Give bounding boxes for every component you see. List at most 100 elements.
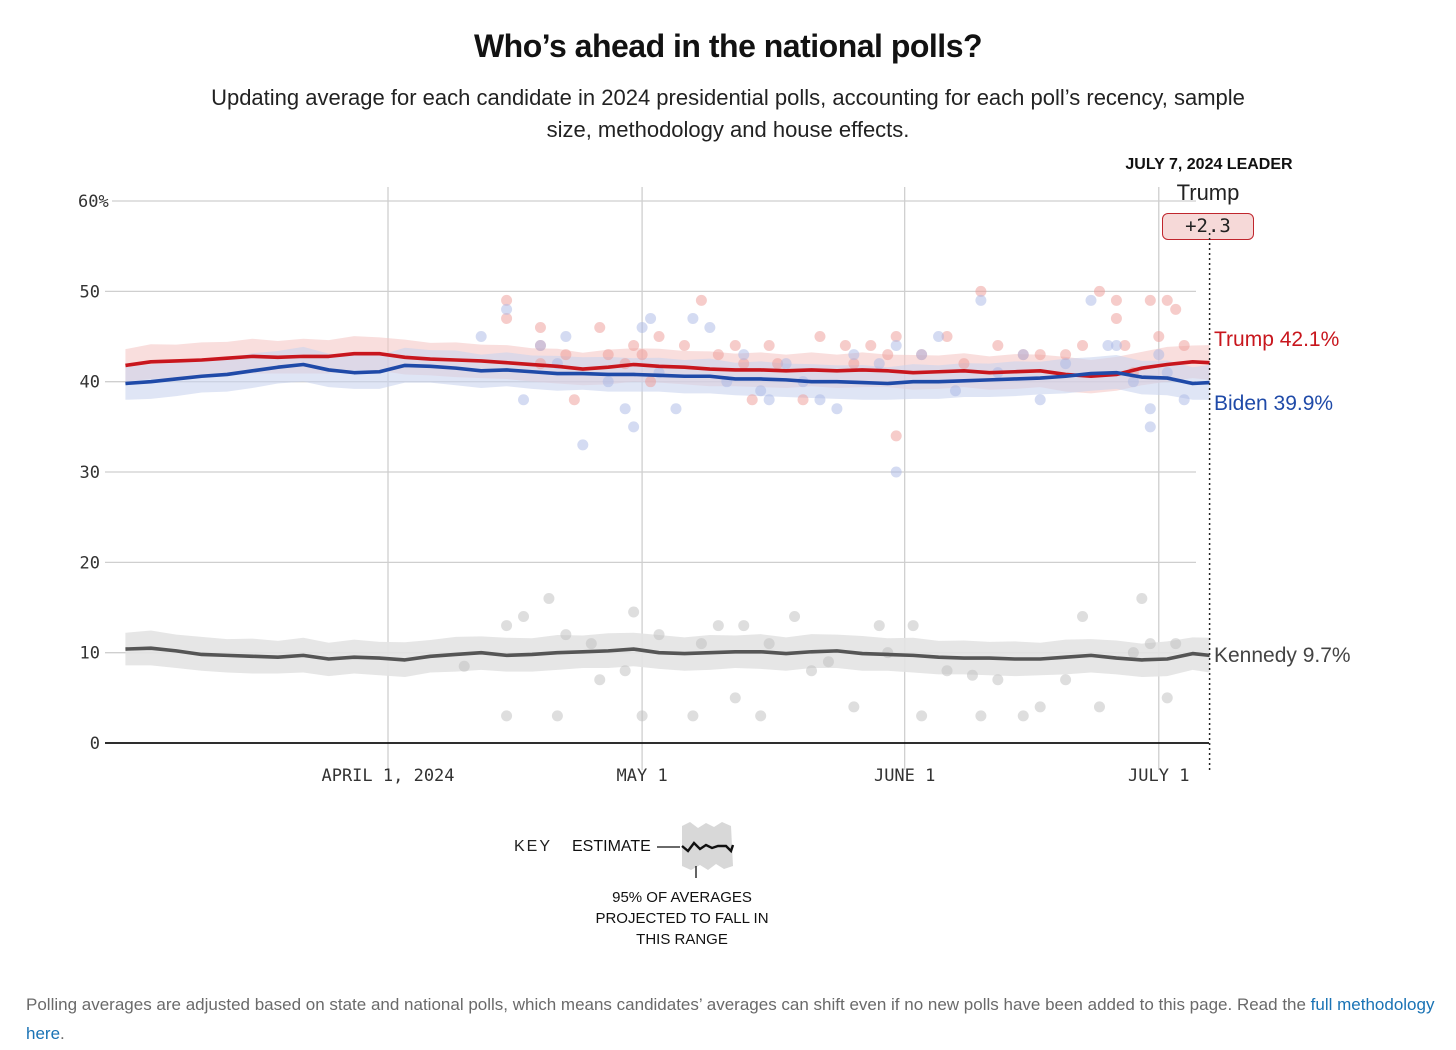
poll-dot	[1085, 294, 1097, 306]
poll-dot	[848, 349, 860, 361]
poll-dot	[1102, 340, 1114, 352]
poll-dot	[916, 349, 928, 361]
poll-dot	[992, 340, 1004, 352]
poll-dot	[1161, 692, 1173, 704]
y-tick-label: 10	[80, 644, 100, 664]
poll-dot	[687, 312, 699, 324]
poll-dot	[458, 660, 470, 672]
poll-dot	[534, 340, 546, 352]
poll-dot	[1178, 340, 1190, 352]
poll-dot	[1119, 340, 1131, 352]
key-range-label: 95% OF AVERAGES PROJECTED TO FALL IN THI…	[595, 889, 769, 948]
poll-dot	[763, 340, 775, 352]
poll-dot	[653, 331, 665, 343]
poll-dot	[1170, 303, 1182, 315]
poll-dot	[814, 331, 826, 343]
poll-dot	[975, 285, 987, 297]
poll-dot	[763, 394, 775, 406]
poll-dot	[1060, 358, 1072, 370]
poll-dot	[594, 674, 606, 686]
poll-dot	[501, 620, 513, 632]
poll-dot	[577, 439, 589, 451]
poll-dot	[1060, 674, 1072, 686]
poll-dot	[518, 611, 530, 623]
poll-dot	[670, 403, 682, 415]
poll-dot	[1153, 331, 1165, 343]
y-tick-label: 20	[80, 553, 100, 573]
poll-dot	[636, 321, 648, 333]
poll-dot	[1077, 611, 1089, 623]
poll-dot	[831, 403, 843, 415]
poll-dot	[636, 349, 648, 361]
poll-dot	[568, 394, 580, 406]
poll-dot	[560, 629, 572, 641]
poll-dot	[941, 331, 953, 343]
end-label-kennedy: Kennedy 9.7%	[1214, 644, 1351, 667]
poll-dot	[1144, 638, 1156, 650]
poll-dot	[551, 710, 563, 722]
poll-dot	[729, 340, 741, 352]
poll-dot	[534, 321, 546, 333]
poll-dot	[916, 710, 928, 722]
poll-dot	[1161, 367, 1173, 379]
poll-dot	[1136, 592, 1148, 604]
poll-dot	[763, 638, 775, 650]
poll-dot	[848, 358, 860, 370]
poll-dot	[1178, 394, 1190, 406]
poll-dot	[873, 620, 885, 632]
y-tick-label: 0	[90, 734, 100, 754]
poll-dot	[1077, 340, 1089, 352]
poll-dot	[628, 606, 640, 618]
poll-dot	[678, 340, 690, 352]
key-graphic	[657, 822, 735, 878]
poll-dot	[475, 331, 487, 343]
poll-dot	[1034, 701, 1046, 713]
poll-dot	[704, 321, 716, 333]
poll-dot	[501, 710, 513, 722]
poll-dot	[890, 340, 902, 352]
poll-dot	[628, 421, 640, 433]
poll-dot	[1093, 285, 1105, 297]
poll-dot	[873, 358, 885, 370]
poll-dot	[746, 394, 758, 406]
poll-dot	[933, 331, 945, 343]
poll-dot	[966, 669, 978, 681]
poll-dot	[636, 710, 648, 722]
poll-dot	[975, 294, 987, 306]
poll-dot	[958, 358, 970, 370]
poll-dot	[560, 331, 572, 343]
poll-dot	[1017, 349, 1029, 361]
poll-dot	[712, 349, 724, 361]
trend-line-biden	[125, 362, 1210, 386]
poll-dot	[1034, 394, 1046, 406]
poll-dot	[1144, 403, 1156, 415]
trend-line-kennedy	[125, 646, 1210, 662]
trend-line-trump	[125, 351, 1210, 379]
chart-subtitle: Updating average for each candidate in 2…	[211, 85, 1245, 142]
poll-dots-trump	[501, 285, 1190, 442]
footnote-end: .	[60, 1024, 65, 1043]
poll-dot	[755, 385, 767, 397]
poll-dot	[975, 710, 987, 722]
methodology-link[interactable]: full methodology here	[26, 995, 1435, 1043]
x-tick-label: JUNE 1	[874, 766, 935, 786]
poll-dot	[907, 620, 919, 632]
poll-dot	[645, 376, 657, 388]
poll-dot	[1110, 294, 1122, 306]
x-tick-label: JULY 1	[1128, 766, 1189, 786]
poll-dot	[653, 629, 665, 641]
poll-dot	[755, 710, 767, 722]
poll-dot	[1153, 349, 1165, 361]
x-tick-label: APRIL 1, 2024	[321, 766, 454, 786]
poll-dot	[772, 358, 784, 370]
poll-dot	[814, 394, 826, 406]
poll-dot	[687, 710, 699, 722]
poll-dot	[1110, 340, 1122, 352]
poll-dot	[518, 394, 530, 406]
y-tick-label: 50	[80, 282, 100, 302]
leader-margin-badge: +2.3	[1162, 213, 1254, 240]
poll-dot	[1161, 294, 1173, 306]
poll-dot	[560, 349, 572, 361]
poll-dot	[1170, 638, 1182, 650]
